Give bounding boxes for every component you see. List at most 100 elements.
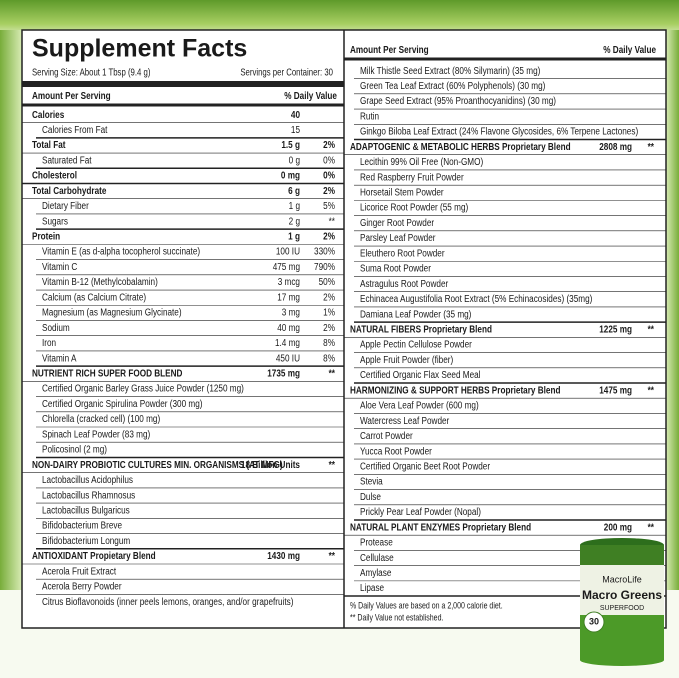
row-amount: 200 mg <box>604 520 632 532</box>
header-daily-value: % Daily Value <box>603 43 656 55</box>
row-name: Bifidobacterium Breve <box>42 519 122 531</box>
row-amount: 18 Billion Units <box>241 458 300 470</box>
row-daily-value: 2% <box>323 321 335 333</box>
row-name: Protease <box>360 536 393 548</box>
row-daily-value: 790% <box>314 260 335 272</box>
row-name: Cholesterol <box>32 169 77 181</box>
header-daily-value: % Daily Value <box>284 89 337 101</box>
row-name: Watercress Leaf Powder <box>360 414 449 426</box>
row-name: Calories From Fat <box>42 123 108 135</box>
row-amount: 1 g <box>288 229 300 241</box>
row-name: Lactobacillus Bulgaricus <box>42 503 130 515</box>
row-daily-value: 5% <box>323 199 335 211</box>
row-name: Magnesium (as Magnesium Glycinate) <box>42 306 182 318</box>
footnote: % Daily Values are based on a 2,000 calo… <box>350 601 503 611</box>
footnote: ** Daily Value not established. <box>350 613 443 623</box>
label-content: Supplement Facts Serving Size: About 1 Tb… <box>22 35 666 623</box>
row-name: Iron <box>42 336 56 348</box>
row-daily-value: 330% <box>314 245 335 257</box>
header-amount: Amount Per Serving <box>32 89 111 101</box>
row-name: ANTIOXIDANT Propietary Blend <box>32 549 156 561</box>
grass-left <box>0 30 22 590</box>
row-name: Lactobacillus Rhamnosus <box>42 488 135 500</box>
row-name: Prickly Pear Leaf Powder (Nopal) <box>360 505 481 517</box>
row-daily-value: 50% <box>319 275 336 287</box>
row-amount: 17 mg <box>277 290 300 302</box>
row-name: Citrus Bioflavonoids (inner peels lemons… <box>42 595 293 607</box>
row-name: Certified Organic Beet Root Powder <box>360 459 490 471</box>
row-name: Bifidobacterium Longum <box>42 534 130 546</box>
row-name: Vitamin A <box>42 351 77 363</box>
row-name: Dietary Fiber <box>42 199 89 211</box>
row-daily-value: 2% <box>323 138 335 150</box>
row-name: Policosinol (2 mg) <box>42 443 107 455</box>
row-name: Astragulus Root Powder <box>360 277 448 289</box>
row-name: Vitamin E (as d-alpha tocopherol succina… <box>42 245 200 257</box>
row-name: Vitamin B-12 (Methylcobalamin) <box>42 275 158 287</box>
row-daily-value: ** <box>329 549 336 561</box>
row-name: Dulse <box>360 490 381 502</box>
row-amount: 0 g <box>289 153 300 165</box>
row-amount: 1430 mg <box>267 549 300 561</box>
row-name: HARMONIZING & SUPPORT HERBS Proprietary … <box>350 383 561 395</box>
serving-size: Serving Size: About 1 Tbsp (9.4 g) <box>32 67 150 78</box>
row-name: Echinacea Augustifolia Root Extract (5% … <box>360 292 592 304</box>
row-amount: 2 g <box>289 214 300 226</box>
header-amount: Amount Per Serving <box>350 43 429 55</box>
row-name: Amylase <box>360 566 391 578</box>
row-daily-value: ** <box>648 520 655 532</box>
row-amount: 100 IU <box>276 245 300 257</box>
row-amount: 3 mcg <box>278 275 300 287</box>
row-amount: 450 IU <box>276 351 300 363</box>
row-name: Milk Thistle Seed Extract (80% Silymarin… <box>360 64 540 76</box>
row-name: Sodium <box>42 321 70 333</box>
row-name: Apple Pectin Cellulose Powder <box>360 338 472 350</box>
row-name: NATURAL FIBERS Proprietary Blend <box>350 322 492 334</box>
row-amount: 475 mg <box>273 260 300 272</box>
row-amount: 40 <box>291 108 300 120</box>
row-name: Total Carbohydrate <box>32 184 106 196</box>
row-name: Parsley Leaf Powder <box>360 231 435 243</box>
row-name: Damiana Leaf Powder (35 mg) <box>360 307 471 319</box>
row-amount: 15 <box>291 123 300 135</box>
row-amount: 1.5 g <box>281 138 300 150</box>
product-servings: 30 <box>589 616 599 626</box>
row-name: ADAPTOGENIC & METABOLIC HERBS Proprietar… <box>350 140 571 152</box>
row-name: Calcium (as Calcium Citrate) <box>42 290 146 302</box>
product-subtitle: SUPERFOOD <box>600 605 644 612</box>
row-name: NUTRIENT RICH SUPER FOOD BLEND <box>32 366 183 378</box>
row-amount: 6 g <box>288 184 300 196</box>
row-name: Carrot Powder <box>360 429 413 441</box>
row-name: Certified Organic Barley Grass Juice Pow… <box>42 382 244 394</box>
row-name: Chlorella (cracked cell) (100 mg) <box>42 412 160 424</box>
row-daily-value: 0% <box>323 169 335 181</box>
row-daily-value: 0% <box>323 153 335 165</box>
product-name: Macro Greens <box>582 588 662 602</box>
row-name: Ginkgo Biloba Leaf Extract (24% Flavone … <box>360 125 638 137</box>
row-name: Spinach Leaf Powder (83 mg) <box>42 427 150 439</box>
row-name: Saturated Fat <box>42 153 92 165</box>
grass-right <box>666 30 679 590</box>
row-amount: 1.4 mg <box>275 336 300 348</box>
product-canister: MacroLife Macro Greens SUPERFOOD 30 <box>580 538 664 666</box>
row-name: Rutin <box>360 109 379 121</box>
row-amount: 2808 mg <box>599 140 632 152</box>
row-amount: 3 mg <box>282 306 300 318</box>
row-name: Aloe Vera Leaf Powder (600 mg) <box>360 399 479 411</box>
row-name: Ginger Root Powder <box>360 216 434 228</box>
row-name: Lipase <box>360 581 384 593</box>
row-name: Yucca Root Powder <box>360 444 432 456</box>
row-name: Horsetail Stem Powder <box>360 185 444 197</box>
row-daily-value: 2% <box>323 184 335 196</box>
row-name: Vitamin C <box>42 260 77 272</box>
row-amount: 1 g <box>289 199 300 211</box>
label-title: Supplement Facts <box>32 35 247 63</box>
row-name: Cellulase <box>360 551 394 563</box>
row-name: Green Tea Leaf Extract (60% Polyphenols)… <box>360 79 545 91</box>
row-amount: 1225 mg <box>599 322 632 334</box>
row-daily-value: ** <box>648 383 655 395</box>
row-name: Stevia <box>360 475 383 487</box>
row-daily-value: 2% <box>323 290 335 302</box>
row-name: Acerola Berry Powder <box>42 580 122 592</box>
